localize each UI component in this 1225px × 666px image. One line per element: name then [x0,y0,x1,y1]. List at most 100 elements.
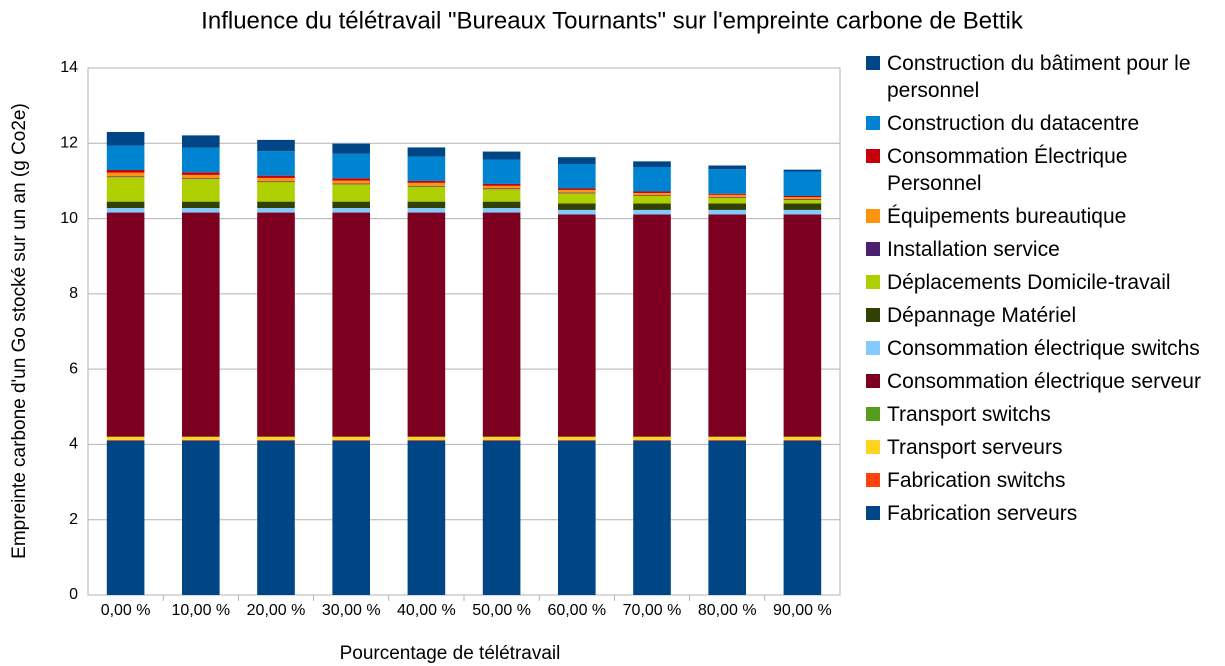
bar-segment [182,178,220,180]
bar-segment [708,194,746,198]
y-tick-label: 10 [60,210,78,227]
legend-label: Consommation Électrique Personnel [887,145,1128,195]
bar-segment [482,440,521,595]
x-tick-label: 70,00 % [623,602,682,619]
bar-segment [407,156,446,181]
bar-segment [332,208,370,213]
bar-segment [407,212,446,437]
bar-segment [182,179,220,202]
bar-segment [633,191,671,193]
bar-segment [482,212,521,437]
x-tick-label: 60,00 % [547,602,606,619]
bar-segment [558,193,596,204]
legend-item: Déplacements Domicile-travail [866,269,1221,296]
legend-item: Consommation électrique serveur [866,368,1221,395]
y-tick-label: 14 [60,59,78,76]
bar-segment [106,172,145,177]
bar-segment [407,208,446,213]
bar-segment [633,440,671,595]
bar-segment [182,208,220,213]
legend-label: Construction du datacentre [887,112,1140,135]
legend-item: Consommation Électrique Personnel [866,143,1221,197]
bar-segment [257,175,295,178]
legend-swatch [866,473,880,487]
legend-item: Consommation électrique switchs [866,335,1221,362]
legend-swatch [866,506,880,520]
bar-segment [106,439,145,441]
bar-segment [633,203,671,210]
legend-item: Fabrication serveurs [866,500,1221,527]
legend-label: Fabrication switchs [887,469,1066,492]
bar-segment [633,209,671,215]
bar-segment [182,440,220,595]
bar-segment [558,214,596,437]
legend-item: Construction du datacentre [866,110,1221,137]
bar-segment [182,201,220,209]
bar-segment [633,195,671,196]
x-tick-label: 30,00 % [322,602,381,619]
bar-segment [332,440,370,595]
x-tick-label: 10,00 % [171,602,230,619]
bar-segment [783,169,822,172]
bar-segment [182,172,220,175]
bar-segment [482,439,521,441]
bar-segment [558,189,596,193]
y-tick-label: 0 [69,586,78,603]
bar-segment [708,436,746,440]
x-tick-label: 50,00 % [472,602,531,619]
legend-swatch [866,56,880,70]
legend-label: Consommation électrique switchs [887,337,1200,360]
bar-segment [332,180,370,184]
bar-segment [558,439,596,441]
bar-segment [407,439,446,441]
bar-segment [558,436,596,440]
bar-segment [182,436,220,440]
bar-segment [558,209,596,215]
legend-label: Installation service [887,238,1060,261]
bar-segment [407,440,446,595]
legend-swatch [866,116,880,130]
bar-segment [708,197,746,204]
bar-segment [182,135,220,148]
bar-segment [708,169,746,194]
legend-swatch [866,407,880,421]
bar-segment [257,177,295,182]
bar-segment [182,174,220,179]
bar-segment [257,181,295,183]
bar-segment [106,177,145,202]
legend-label: Consommation électrique serveur [887,370,1201,393]
bar-segment [332,201,370,209]
bar-segment [407,186,446,202]
bar-segment [106,145,145,171]
bar-segment [332,153,370,179]
legend-swatch [866,440,880,454]
bar-segment [708,165,746,170]
legend-label: Transport switchs [887,403,1051,426]
bar-segment [257,201,295,209]
legend-swatch [866,308,880,322]
legend-swatch [866,374,880,388]
bar-segment [708,214,746,437]
bar-segment [783,209,822,215]
legend-label: Déplacements Domicile-travail [887,271,1171,294]
bar-segment [708,440,746,595]
bar-segment [482,436,521,440]
bar-segment [783,440,822,595]
bar-segment [482,189,521,202]
bar-segment [558,188,596,190]
bar-segment [332,184,370,202]
bar-segment [783,195,822,198]
bar-segment [558,203,596,210]
bar-segment [257,151,295,176]
legend-label: Équipements bureautique [887,205,1127,228]
bar-segment [708,209,746,215]
legend-item: Dépannage Matériel [866,302,1221,329]
bar-segment [332,436,370,440]
bar-segment [332,178,370,181]
legend-item: Transport switchs [866,401,1221,428]
bar-segment [106,208,145,213]
bar-segment [633,192,671,196]
y-tick-label: 8 [69,285,78,302]
bar-segment [257,439,295,441]
